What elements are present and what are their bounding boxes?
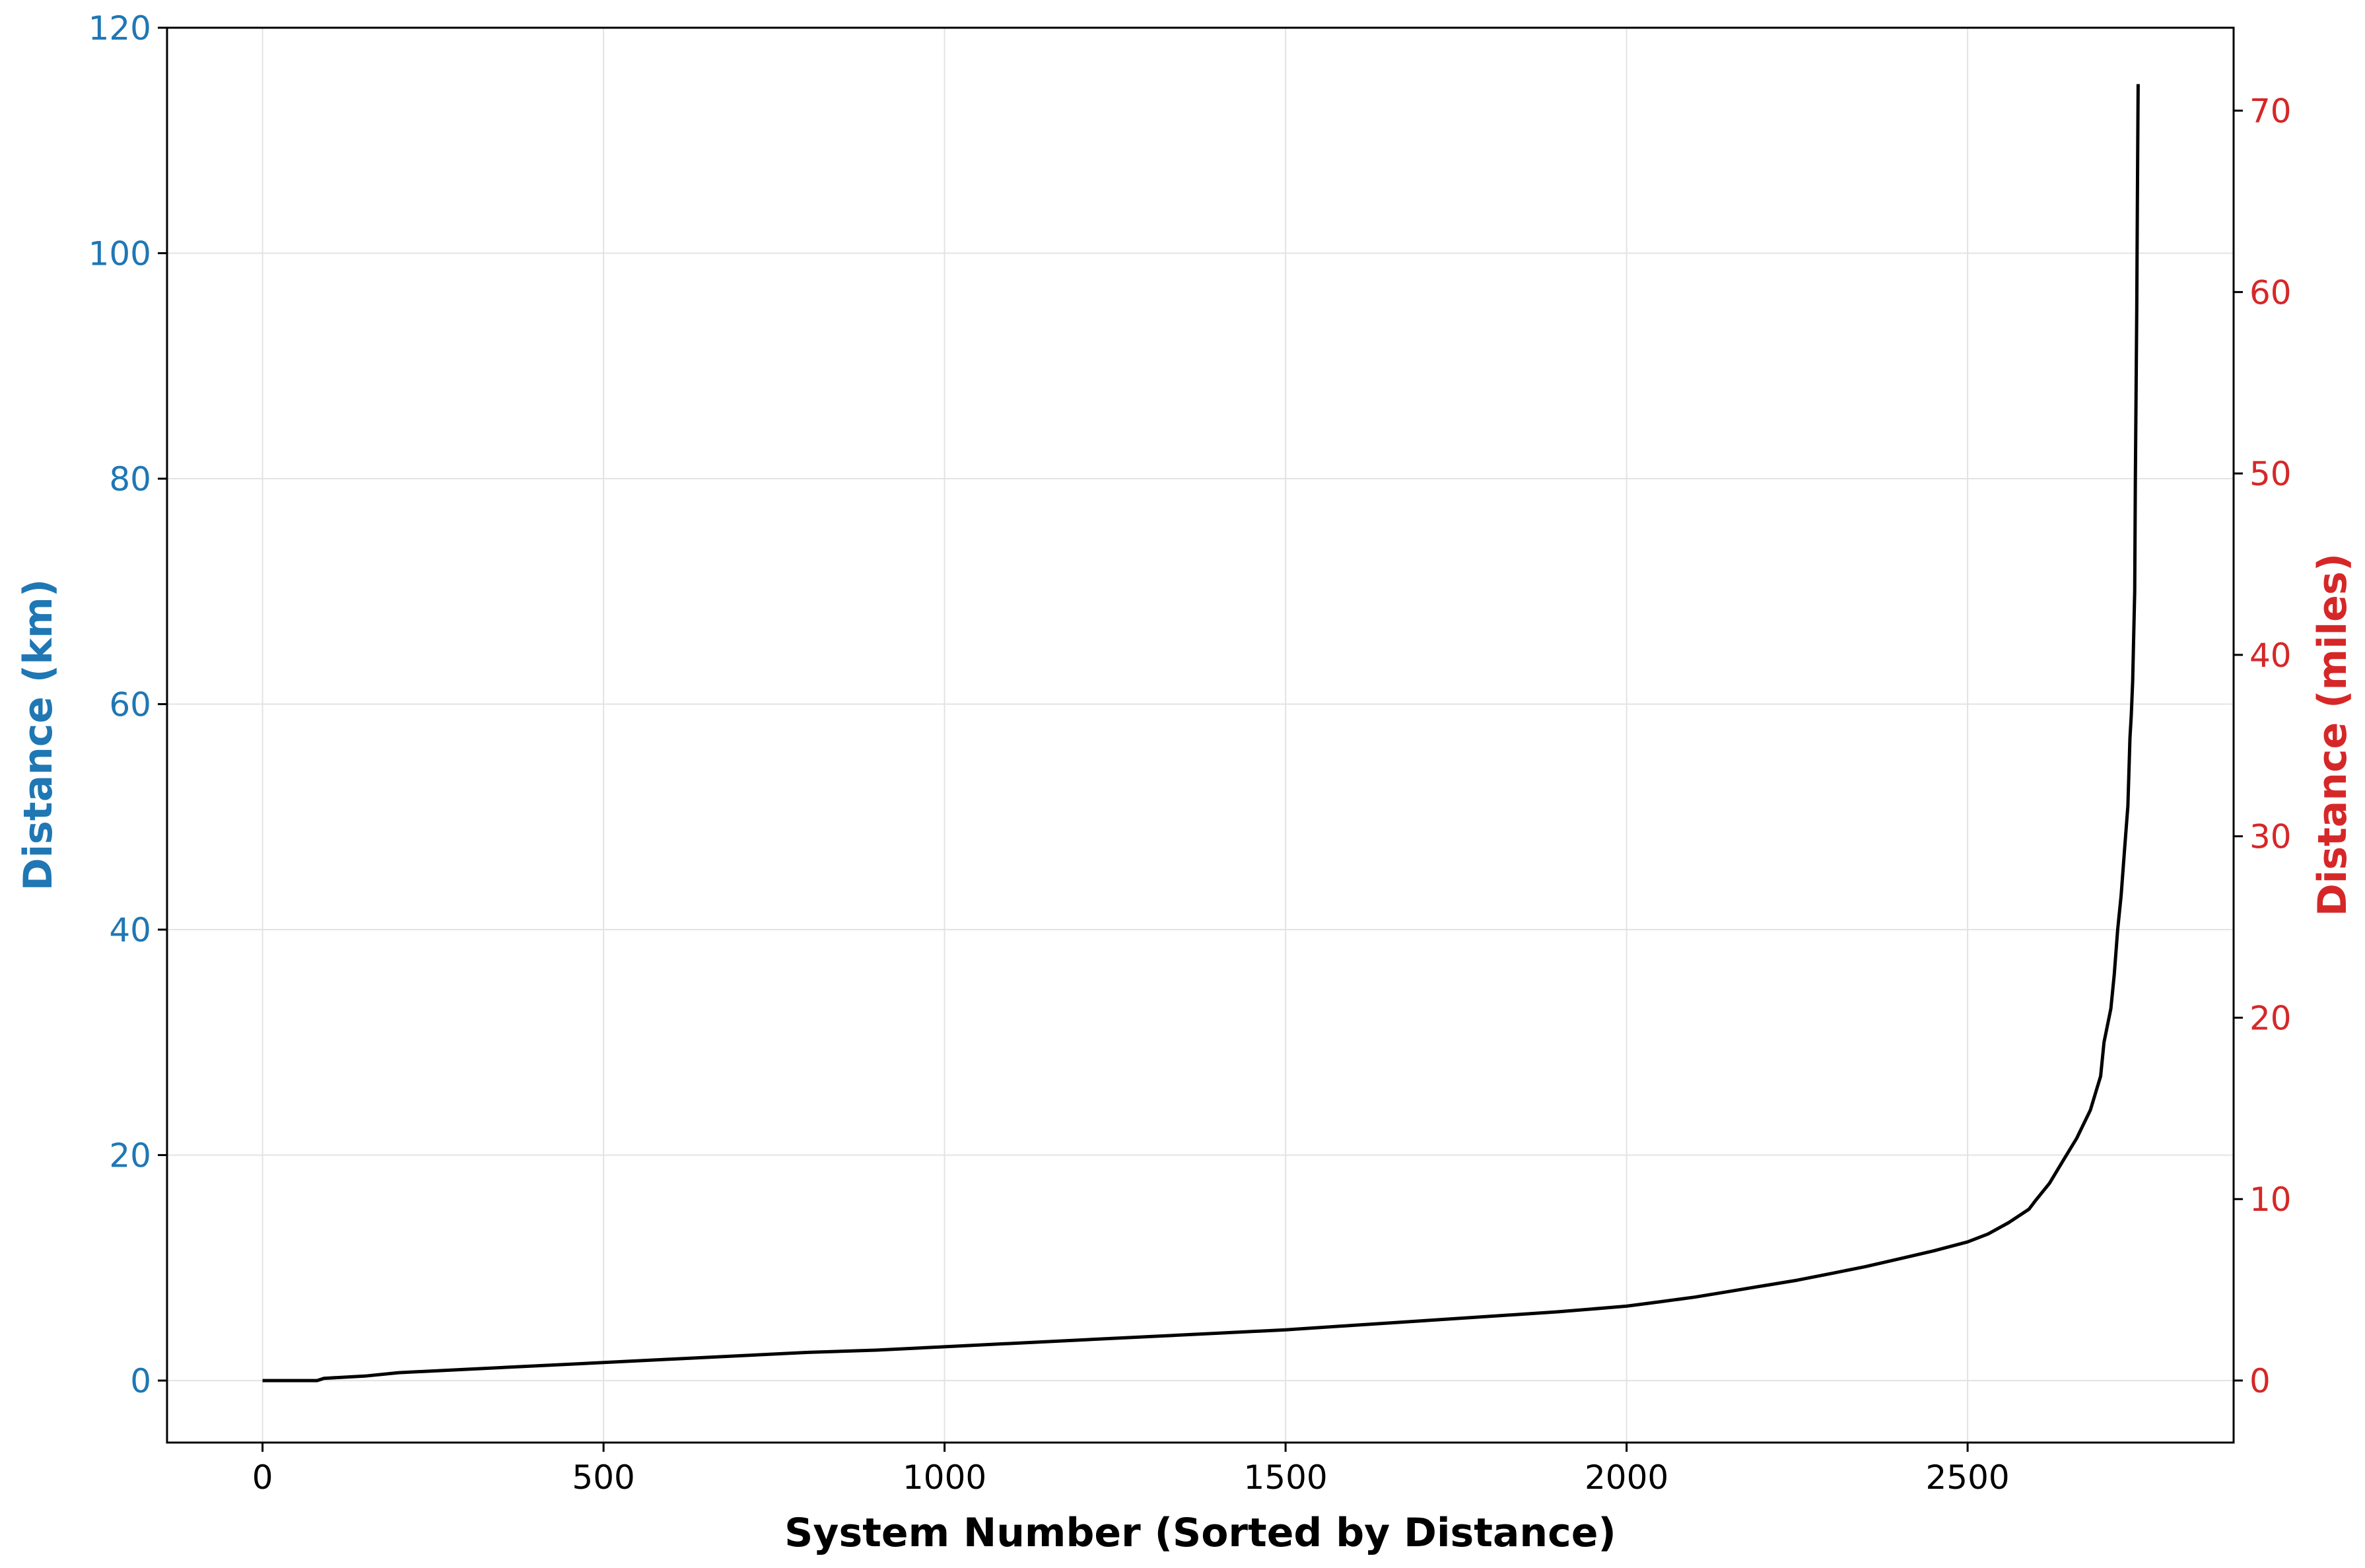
y-right-tick-label: 20 (2249, 999, 2292, 1037)
x-axis-title: System Number (Sorted by Distance) (784, 1510, 1616, 1556)
y-left-tick-label: 40 (109, 911, 151, 949)
y-left-tick-label: 120 (88, 9, 151, 48)
y-right-tick-label: 60 (2249, 273, 2292, 312)
x-tick-label: 500 (572, 1458, 634, 1497)
y-right-tick-label: 0 (2249, 1362, 2271, 1400)
x-tick-label: 2500 (1926, 1458, 2010, 1497)
y-right-tick-label: 10 (2249, 1180, 2292, 1219)
y-left-tick-label: 100 (88, 235, 151, 273)
x-tick-label: 0 (252, 1458, 273, 1497)
y-right-tick-label: 40 (2249, 636, 2292, 675)
y-right-tick-label: 50 (2249, 455, 2292, 493)
x-tick-label: 1500 (1244, 1458, 1328, 1497)
y-axis-right-title: Distance (miles) (2310, 553, 2356, 916)
y-left-tick-label: 0 (130, 1362, 151, 1400)
y-left-tick-label: 80 (109, 460, 151, 498)
y-left-tick-label: 20 (109, 1137, 151, 1175)
x-tick-label: 1000 (903, 1458, 986, 1497)
y-right-tick-label: 30 (2249, 818, 2292, 856)
y-right-tick-label: 70 (2249, 92, 2292, 131)
y-axis-left-title: Distance (km) (15, 579, 61, 891)
x-tick-label: 2000 (1585, 1458, 1668, 1497)
y-left-tick-label: 60 (109, 686, 151, 724)
